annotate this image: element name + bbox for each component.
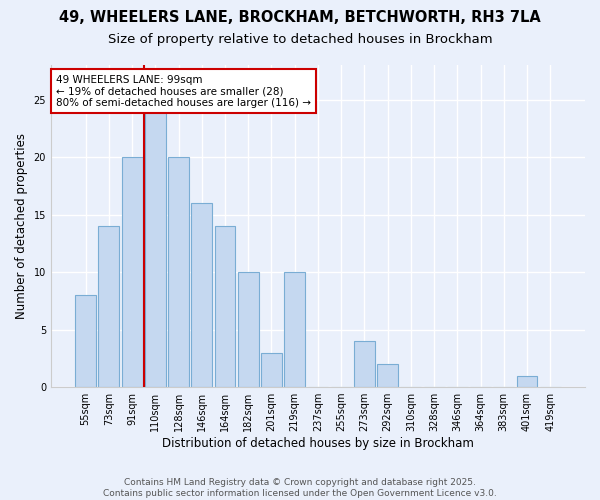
Y-axis label: Number of detached properties: Number of detached properties bbox=[15, 133, 28, 319]
Bar bbox=[75, 295, 96, 387]
Bar bbox=[145, 111, 166, 387]
Bar bbox=[215, 226, 235, 387]
Bar bbox=[98, 226, 119, 387]
Bar bbox=[122, 157, 143, 387]
Bar bbox=[377, 364, 398, 387]
Bar bbox=[354, 341, 375, 387]
Bar bbox=[238, 272, 259, 387]
Text: Contains HM Land Registry data © Crown copyright and database right 2025.
Contai: Contains HM Land Registry data © Crown c… bbox=[103, 478, 497, 498]
Bar bbox=[191, 203, 212, 387]
Bar bbox=[517, 376, 538, 387]
Bar bbox=[284, 272, 305, 387]
Text: Size of property relative to detached houses in Brockham: Size of property relative to detached ho… bbox=[107, 32, 493, 46]
Bar bbox=[168, 157, 189, 387]
Text: 49 WHEELERS LANE: 99sqm
← 19% of detached houses are smaller (28)
80% of semi-de: 49 WHEELERS LANE: 99sqm ← 19% of detache… bbox=[56, 74, 311, 108]
Bar bbox=[261, 352, 282, 387]
X-axis label: Distribution of detached houses by size in Brockham: Distribution of detached houses by size … bbox=[162, 437, 474, 450]
Text: 49, WHEELERS LANE, BROCKHAM, BETCHWORTH, RH3 7LA: 49, WHEELERS LANE, BROCKHAM, BETCHWORTH,… bbox=[59, 10, 541, 25]
